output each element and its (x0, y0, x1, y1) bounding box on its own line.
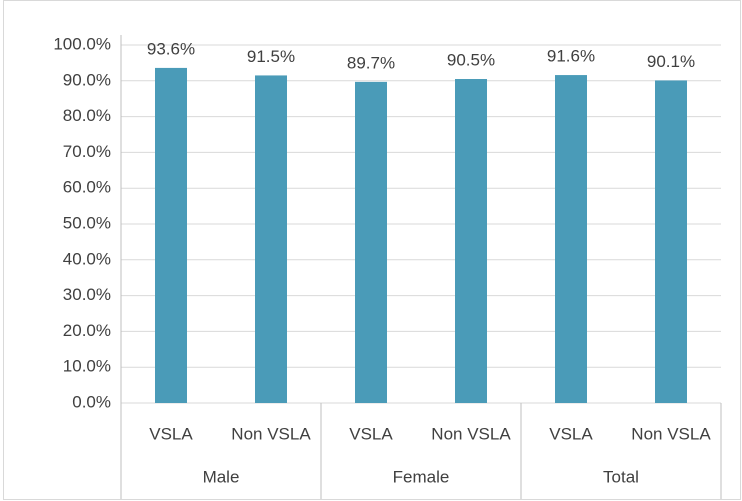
data-label: 90.5% (447, 50, 495, 69)
data-label: 90.1% (647, 52, 695, 71)
x-tick-label: Non VSLA (631, 424, 711, 443)
y-tick-label: 90.0% (63, 70, 111, 89)
group-label: Female (393, 467, 450, 486)
y-tick-label: 20.0% (63, 321, 111, 340)
bar (555, 75, 587, 404)
y-tick-label: 80.0% (63, 106, 111, 125)
data-label: 91.5% (247, 47, 295, 66)
bar (655, 80, 687, 403)
y-tick-label: 40.0% (63, 249, 111, 268)
x-tick-label: VSLA (549, 424, 593, 443)
bar (155, 67, 187, 404)
y-tick-label: 10.0% (63, 357, 111, 376)
x-tick-label: Non VSLA (431, 424, 511, 443)
y-tick-label: 0.0% (72, 392, 111, 411)
y-tick-label: 60.0% (63, 178, 111, 197)
y-tick-label: 70.0% (63, 142, 111, 161)
x-tick-label: Non VSLA (231, 424, 311, 443)
bar (455, 79, 487, 403)
x-tick-label: VSLA (349, 424, 393, 443)
data-label: 89.7% (347, 53, 395, 72)
group-label: Total (603, 467, 639, 486)
group-label: Male (203, 467, 240, 486)
y-tick-label: 100.0% (53, 34, 111, 53)
data-label: 91.6% (547, 47, 595, 66)
x-tick-label: VSLA (149, 424, 193, 443)
bar (355, 81, 387, 404)
y-tick-label: 50.0% (63, 213, 111, 232)
bar (255, 75, 287, 404)
data-label: 93.6% (147, 39, 195, 58)
y-tick-label: 30.0% (63, 285, 111, 304)
